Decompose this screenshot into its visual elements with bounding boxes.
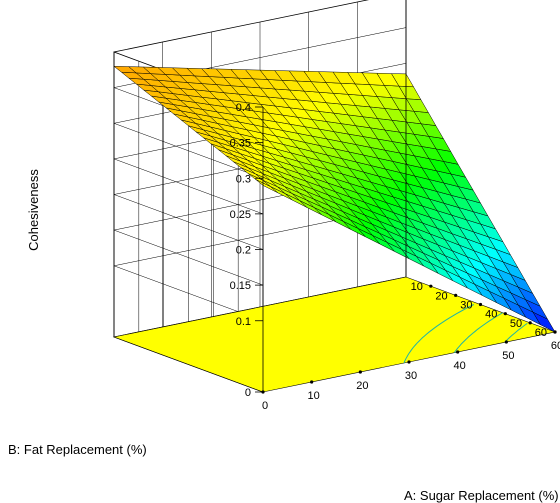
x-tick-mark xyxy=(261,390,265,394)
y-tick-label: 10 xyxy=(411,281,423,293)
y-tick-label: 20 xyxy=(435,290,447,302)
x-tick-label: 30 xyxy=(405,370,417,382)
y-tick-mark xyxy=(528,321,532,325)
x-tick-mark xyxy=(310,380,314,384)
floor-contour xyxy=(504,322,528,343)
surface-cell xyxy=(113,66,137,74)
x-tick-label: 50 xyxy=(502,350,514,362)
y-tick-label: 50 xyxy=(510,318,522,330)
x-tick-mark xyxy=(553,330,557,334)
x-tick-mark xyxy=(407,360,411,364)
y-tick-label: 40 xyxy=(485,309,497,321)
x-axis-title: A: Sugar Replacement (%) xyxy=(404,488,559,503)
z-tick-label: 0.35 xyxy=(230,138,251,150)
x-tick-label: 40 xyxy=(454,360,466,372)
y-tick-mark xyxy=(478,302,483,307)
floor-plane xyxy=(112,276,557,393)
tick-labels: 0 0.1 0.15 0.2 0.25 0.3 0.35 0.4 10 20 30 40 50 60 0 10… xyxy=(230,102,560,412)
x-tick-mark xyxy=(456,350,460,354)
z-tick-label: 0 xyxy=(245,387,251,399)
z-tick-label: 0.25 xyxy=(230,209,251,221)
x-tick-label: 20 xyxy=(356,380,368,392)
x-tick-mark xyxy=(358,370,362,374)
y-axis-title: B: Fat Replacement (%) xyxy=(8,442,147,457)
floor-contour xyxy=(453,312,503,353)
y-tick-mark xyxy=(429,284,433,288)
z-axis-title: Cohesiveness xyxy=(26,169,41,251)
z-tick-label: 0.1 xyxy=(236,316,251,328)
z-tick-label: 0.15 xyxy=(230,280,251,292)
x-tick-label: 10 xyxy=(308,390,320,402)
x-tick-mark xyxy=(504,340,508,344)
y-tick-label: 30 xyxy=(460,300,472,312)
floor-contour xyxy=(403,304,475,364)
y-tick-mark xyxy=(503,312,507,316)
z-tick-label: 0.2 xyxy=(236,245,251,257)
x-tick-label: 60 xyxy=(551,340,560,352)
y-tick-mark xyxy=(454,293,458,297)
x-tick-label: 0 xyxy=(262,400,268,412)
z-tick-label: 0.4 xyxy=(236,102,251,114)
z-tick-label: 0.3 xyxy=(236,173,251,185)
y-tick-label: 60 xyxy=(535,327,547,339)
